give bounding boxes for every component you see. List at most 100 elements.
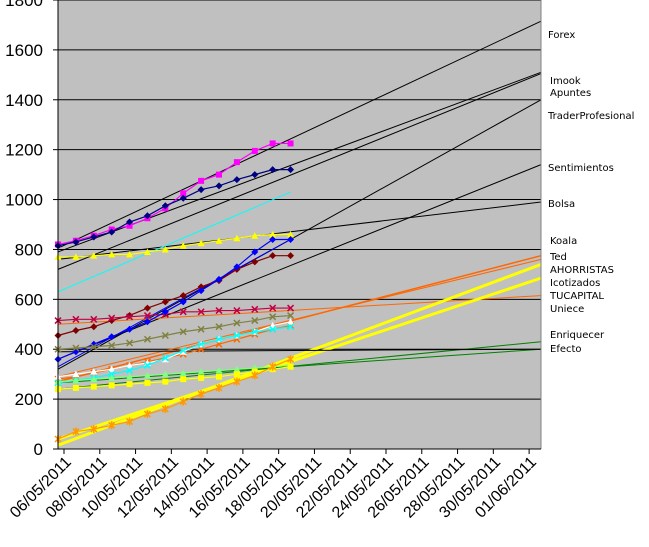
data-point: [197, 239, 205, 247]
data-point: [90, 425, 98, 434]
data-point: [287, 235, 295, 243]
data-point: [143, 371, 151, 379]
data-point: [108, 228, 116, 236]
data-point: [90, 233, 98, 241]
y-tick-label: 800: [15, 240, 43, 259]
data-point: [233, 263, 241, 271]
data-point: [269, 313, 277, 321]
series: [54, 355, 295, 444]
data-point: [179, 242, 187, 249]
trendline: [57, 201, 542, 260]
data-point: [251, 371, 259, 380]
data-point: [126, 361, 134, 369]
data-point: [216, 373, 222, 380]
trendline: [57, 73, 542, 270]
data-point: [126, 313, 134, 321]
data-point: [215, 275, 223, 283]
data-point: [108, 341, 116, 350]
series: [54, 323, 295, 387]
data-point: [215, 307, 223, 315]
data-point: [179, 328, 187, 336]
data-point: [287, 318, 295, 325]
series: [54, 304, 295, 325]
legend-label: Ted: [549, 252, 567, 263]
data-point: [269, 166, 277, 174]
legend-label: TraderProfesional: [547, 111, 634, 122]
data-point: [269, 252, 277, 260]
data-point: [143, 335, 151, 343]
data-point: [72, 327, 80, 335]
data-point: [287, 363, 294, 370]
legend-label: TUCAPITAL: [549, 291, 604, 302]
data-point: [179, 194, 187, 202]
data-point: [233, 234, 241, 242]
data-point: [287, 140, 294, 147]
data-point: [161, 331, 169, 340]
data-point: [144, 379, 151, 386]
data-point: [197, 325, 205, 333]
data-point: [126, 250, 134, 258]
legend-label: Imook: [550, 76, 581, 87]
trendline: [57, 191, 291, 293]
series-line: [57, 314, 291, 350]
data-point: [287, 355, 295, 364]
trendline: [57, 348, 542, 384]
x-axis: 06/05/201108/05/201110/05/201112/05/2011…: [7, 449, 540, 522]
legend-label: Efecto: [550, 344, 582, 355]
data-point: [287, 312, 295, 320]
data-point: [197, 390, 205, 399]
data-point: [161, 245, 169, 253]
data-point: [197, 368, 205, 375]
data-point: [215, 366, 223, 374]
trendline: [57, 258, 542, 378]
data-point: [269, 304, 277, 312]
trendline: [57, 348, 542, 353]
data-point: [233, 307, 241, 315]
series-line: [57, 238, 291, 360]
legend-label: Bolsa: [548, 199, 575, 210]
legend-label: Sentimientos: [548, 163, 614, 174]
data-point: [72, 370, 80, 378]
data-point: [233, 331, 241, 340]
data-point: [143, 410, 151, 419]
data-point: [143, 212, 151, 220]
data-point: [215, 383, 223, 392]
data-point: [180, 190, 187, 197]
data-point: [179, 369, 187, 376]
data-point: [126, 339, 134, 347]
data-point: [143, 361, 151, 369]
data-point: [90, 383, 97, 390]
data-point: [108, 382, 115, 389]
data-point: [287, 252, 295, 260]
data-point: [90, 315, 98, 323]
data-point: [233, 319, 241, 327]
series-line: [57, 364, 291, 383]
data-point: [126, 373, 134, 380]
data-point: [108, 370, 116, 378]
data-point: [72, 238, 80, 246]
series: [55, 363, 294, 393]
data-point: [251, 317, 259, 325]
y-tick-label: 1800: [5, 0, 43, 10]
trendline: [57, 239, 291, 368]
data-point: [143, 304, 151, 312]
data-point: [90, 252, 98, 259]
trendline: [57, 164, 542, 360]
data-point: [215, 323, 223, 331]
legend-label: Enriquecer: [550, 330, 605, 341]
data-point: [287, 323, 295, 331]
data-point: [287, 166, 295, 174]
data-point: [90, 323, 98, 331]
data-point: [215, 182, 223, 190]
legend-label: AHORRISTAS: [550, 265, 614, 276]
y-tick-label: 400: [15, 340, 43, 359]
data-point: [179, 346, 187, 354]
data-point: [251, 305, 259, 313]
legend-label: Uniece: [550, 304, 584, 315]
trendline: [57, 263, 542, 447]
data-point: [162, 378, 169, 385]
series-line: [58, 233, 291, 258]
data-point: [179, 292, 187, 300]
data-point: [126, 381, 133, 388]
